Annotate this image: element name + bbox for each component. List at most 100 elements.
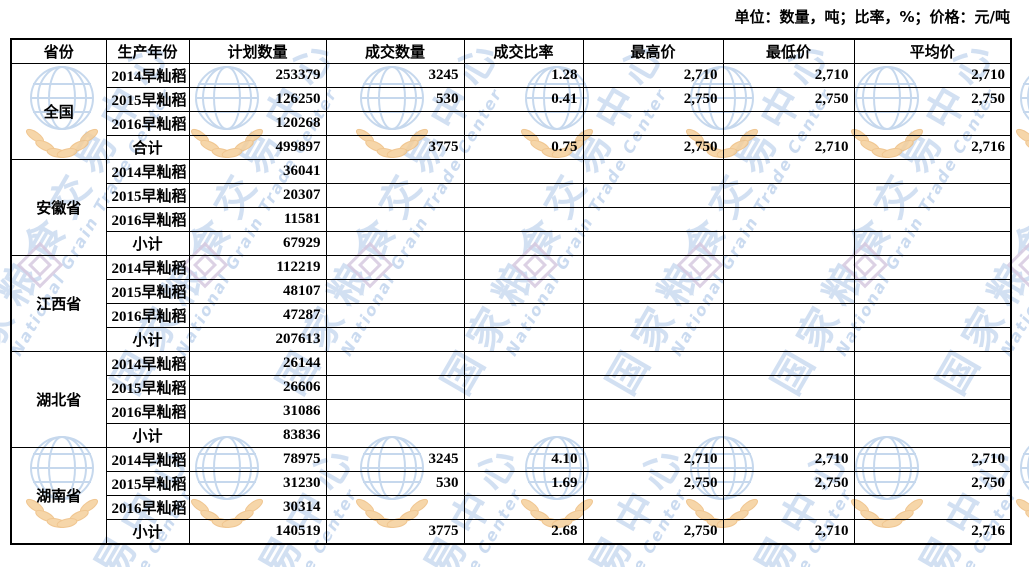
min-price-cell xyxy=(722,351,855,376)
planned-quantity-cell: 30314 xyxy=(188,495,327,520)
traded-quantity-cell: 3775 xyxy=(325,135,465,160)
traded-quantity-cell xyxy=(325,327,465,352)
max-price-cell xyxy=(582,183,724,208)
traded-quantity-cell xyxy=(325,495,465,520)
trade-ratio-cell xyxy=(463,279,584,304)
subtotal-label-cell: 小计 xyxy=(105,423,190,448)
min-price-cell xyxy=(722,423,855,448)
trade-ratio-cell: 1.28 xyxy=(463,63,584,88)
trade-ratio-cell xyxy=(463,327,584,352)
min-price-cell xyxy=(722,183,855,208)
trade-ratio-cell: 0.41 xyxy=(463,87,584,112)
avg-price-cell xyxy=(853,303,1012,328)
planned-quantity-cell: 31230 xyxy=(188,471,327,496)
col-header-province: 省份 xyxy=(10,38,107,64)
min-price-cell xyxy=(722,495,855,520)
col-header-traded-quantity: 成交数量 xyxy=(325,38,465,64)
trade-ratio-cell xyxy=(463,255,584,280)
year-cell: 2015早籼稻 xyxy=(105,183,190,208)
trade-ratio-cell xyxy=(463,159,584,184)
subtotal-label-cell: 合计 xyxy=(105,135,190,160)
min-price-cell xyxy=(722,279,855,304)
province-cell: 江西省 xyxy=(10,255,107,352)
max-price-cell xyxy=(582,351,724,376)
table-row: 2015早籼稻 26606 xyxy=(11,375,1012,400)
year-cell: 2014早籼稻 xyxy=(105,63,190,88)
province-cell: 安徽省 xyxy=(10,159,107,256)
planned-quantity-cell: 207613 xyxy=(188,327,327,352)
min-price-cell xyxy=(722,159,855,184)
trade-ratio-cell: 1.69 xyxy=(463,471,584,496)
table-row: 安徽省 2014早籼稻 36041 xyxy=(10,159,1012,256)
traded-quantity-cell xyxy=(325,111,465,136)
avg-price-cell xyxy=(853,399,1012,424)
min-price-cell: 2,710 xyxy=(722,519,855,545)
trade-ratio-cell xyxy=(463,303,584,328)
trade-ratio-cell xyxy=(463,231,584,256)
col-header-avg-price: 平均价 xyxy=(853,38,1012,64)
province-cell: 湖北省 xyxy=(10,351,107,448)
traded-quantity-cell xyxy=(325,231,465,256)
year-cell: 2016早籼稻 xyxy=(105,111,190,136)
avg-price-cell xyxy=(853,111,1012,136)
table-row: 湖北省 2014早籼稻 26144 xyxy=(10,351,1012,448)
traded-quantity-cell: 530 xyxy=(325,87,465,112)
avg-price-cell: 2,750 xyxy=(853,471,1012,496)
max-price-cell xyxy=(582,159,724,184)
traded-quantity-cell: 530 xyxy=(325,471,465,496)
avg-price-cell xyxy=(853,207,1012,232)
table-row: 2015早籼稻 31230 530 1.69 2,750 2,750 2,750 xyxy=(11,471,1012,496)
traded-quantity-cell xyxy=(325,351,465,376)
table-row: 2016早籼稻 120268 xyxy=(11,111,1012,136)
col-header-max-price: 最高价 xyxy=(582,38,724,64)
min-price-cell xyxy=(722,207,855,232)
trade-ratio-cell xyxy=(463,183,584,208)
max-price-cell: 2,710 xyxy=(582,447,724,472)
table-row: 2016早籼稻 47287 xyxy=(11,303,1012,328)
planned-quantity-cell: 83836 xyxy=(188,423,327,448)
year-cell: 2015早籼稻 xyxy=(105,471,190,496)
header-row: 省份 生产年份 计划数量 成交数量 成交比率 最高价 最低价 平均价 xyxy=(10,38,1012,64)
min-price-cell: 2,750 xyxy=(722,471,855,496)
traded-quantity-cell: 3775 xyxy=(325,519,465,545)
trade-ratio-cell: 4.10 xyxy=(463,447,584,472)
min-price-cell xyxy=(722,255,855,280)
max-price-cell xyxy=(582,111,724,136)
trade-ratio-cell xyxy=(463,399,584,424)
planned-quantity-cell: 78975 xyxy=(188,447,327,472)
avg-price-cell xyxy=(853,495,1012,520)
subtotal-label-cell: 小计 xyxy=(105,327,190,352)
year-cell: 2015早籼稻 xyxy=(105,279,190,304)
table-row: 2015早籼稻 48107 xyxy=(11,279,1012,304)
table-row: 小计 140519 3775 2.68 2,750 2,710 2,716 xyxy=(11,519,1012,545)
min-price-cell xyxy=(722,327,855,352)
table-row: 湖南省 2014早籼稻 78975 3245 4.10 2,710 2,710 2,710 xyxy=(10,447,1012,545)
trade-ratio-cell: 2.68 xyxy=(463,519,584,545)
avg-price-cell: 2,716 xyxy=(853,135,1012,160)
price-report-table: 省份 生产年份 计划数量 成交数量 成交比率 最高价 最低价 平均价 全国 201… xyxy=(10,38,1012,545)
min-price-cell: 2,710 xyxy=(722,63,855,88)
planned-quantity-cell: 499897 xyxy=(188,135,327,160)
subtotal-label-cell: 小计 xyxy=(105,231,190,256)
planned-quantity-cell: 20307 xyxy=(188,183,327,208)
avg-price-cell xyxy=(853,255,1012,280)
year-cell: 2015早籼稻 xyxy=(105,87,190,112)
max-price-cell: 2,710 xyxy=(582,63,724,88)
table-row: 全国 2014早籼稻 253379 3245 1.28 2,710 2,710 2,710 xyxy=(10,63,1012,160)
min-price-cell: 2,710 xyxy=(722,135,855,160)
year-cell: 2014早籼稻 xyxy=(105,159,190,184)
planned-quantity-cell: 253379 xyxy=(188,63,327,88)
traded-quantity-cell: 3245 xyxy=(325,63,465,88)
max-price-cell xyxy=(582,327,724,352)
trade-ratio-cell: 0.75 xyxy=(463,135,584,160)
year-cell: 2016早籼稻 xyxy=(105,495,190,520)
min-price-cell xyxy=(722,375,855,400)
max-price-cell xyxy=(582,255,724,280)
max-price-cell: 2,750 xyxy=(582,87,724,112)
avg-price-cell: 2,710 xyxy=(853,447,1012,472)
year-cell: 2015早籼稻 xyxy=(105,375,190,400)
min-price-cell xyxy=(722,399,855,424)
max-price-cell xyxy=(582,303,724,328)
avg-price-cell: 2,750 xyxy=(853,87,1012,112)
traded-quantity-cell xyxy=(325,183,465,208)
